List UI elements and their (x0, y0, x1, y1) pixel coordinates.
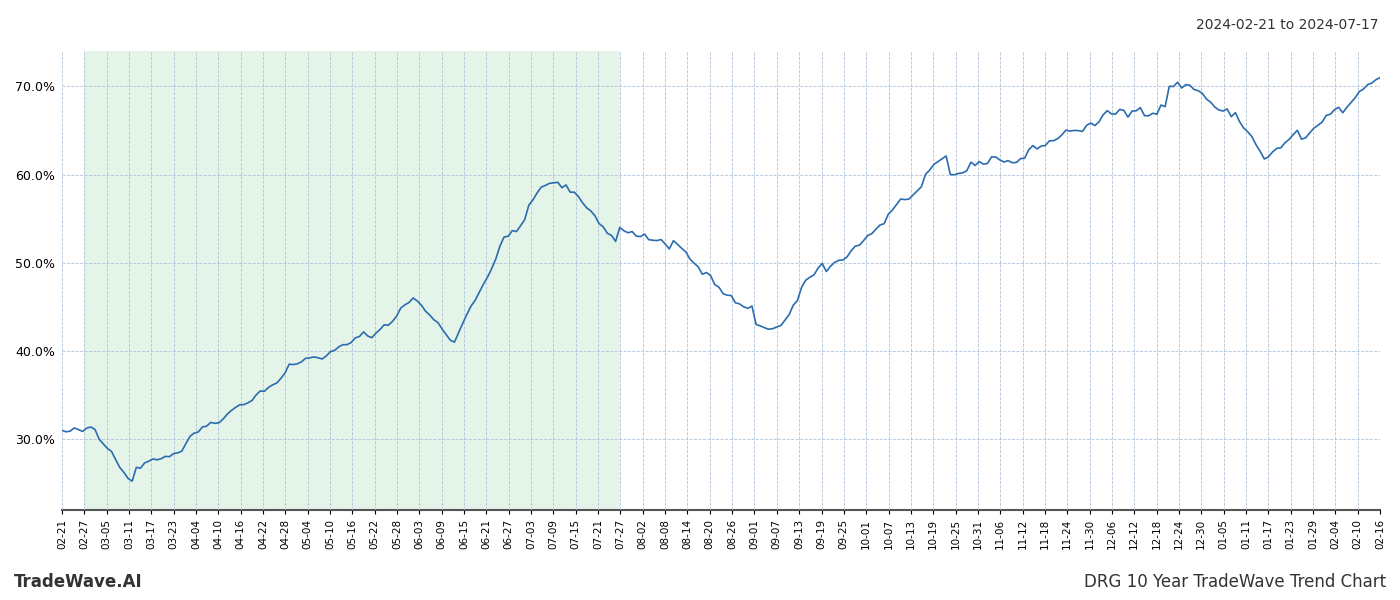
Text: TradeWave.AI: TradeWave.AI (14, 573, 143, 591)
Bar (84, 51, 620, 510)
Text: DRG 10 Year TradeWave Trend Chart: DRG 10 Year TradeWave Trend Chart (1084, 573, 1386, 591)
Text: 2024-02-21 to 2024-07-17: 2024-02-21 to 2024-07-17 (1197, 18, 1379, 32)
